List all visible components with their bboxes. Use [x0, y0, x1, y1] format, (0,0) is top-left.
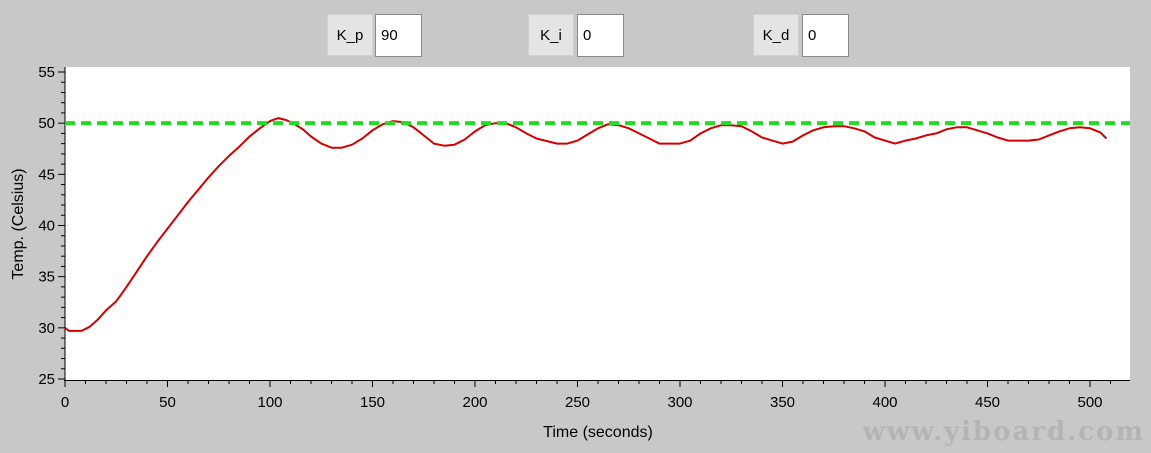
x-tick-label: 250 [565, 394, 590, 411]
ki-label: K_i [528, 14, 574, 56]
x-tick-label: 150 [360, 394, 385, 411]
y-tick-label: 30 [38, 320, 55, 337]
plot-area [65, 67, 1130, 380]
x-tick-label: 450 [975, 394, 1000, 411]
x-tick-label: 0 [61, 394, 69, 411]
temperature-line [64, 117, 1108, 332]
x-tick-label: 200 [462, 394, 487, 411]
ki-input[interactable] [577, 14, 624, 57]
x-axis-title: Time (seconds) [543, 424, 653, 441]
x-tick-label: 350 [770, 394, 795, 411]
x-tick-label: 500 [1077, 394, 1102, 411]
y-tick-label: 45 [38, 166, 55, 183]
series-group [64, 117, 1130, 332]
x-axis-ticks: 0 50 100 150 200 250 300 350 400 450 500 [61, 380, 1111, 411]
x-tick-label: 400 [872, 394, 897, 411]
y-tick-label: 25 [38, 371, 55, 388]
kd-input[interactable] [802, 14, 849, 57]
y-axis-title: Temp. (Celsius) [10, 168, 27, 279]
x-tick-label: 50 [159, 394, 176, 411]
x-tick-label: 300 [667, 394, 692, 411]
kd-label: K_d [753, 14, 799, 56]
y-tick-label: 35 [38, 269, 55, 286]
y-tick-label: 50 [38, 115, 55, 132]
kp-input[interactable] [375, 14, 422, 57]
kp-label: K_p [327, 14, 373, 56]
y-axis-ticks: 25 30 35 40 45 50 55 [38, 64, 65, 388]
x-tick-label: 100 [257, 394, 282, 411]
y-tick-label: 40 [38, 218, 55, 235]
watermark-text: www.yiboard.com [862, 417, 1145, 447]
y-tick-label: 55 [38, 64, 55, 81]
